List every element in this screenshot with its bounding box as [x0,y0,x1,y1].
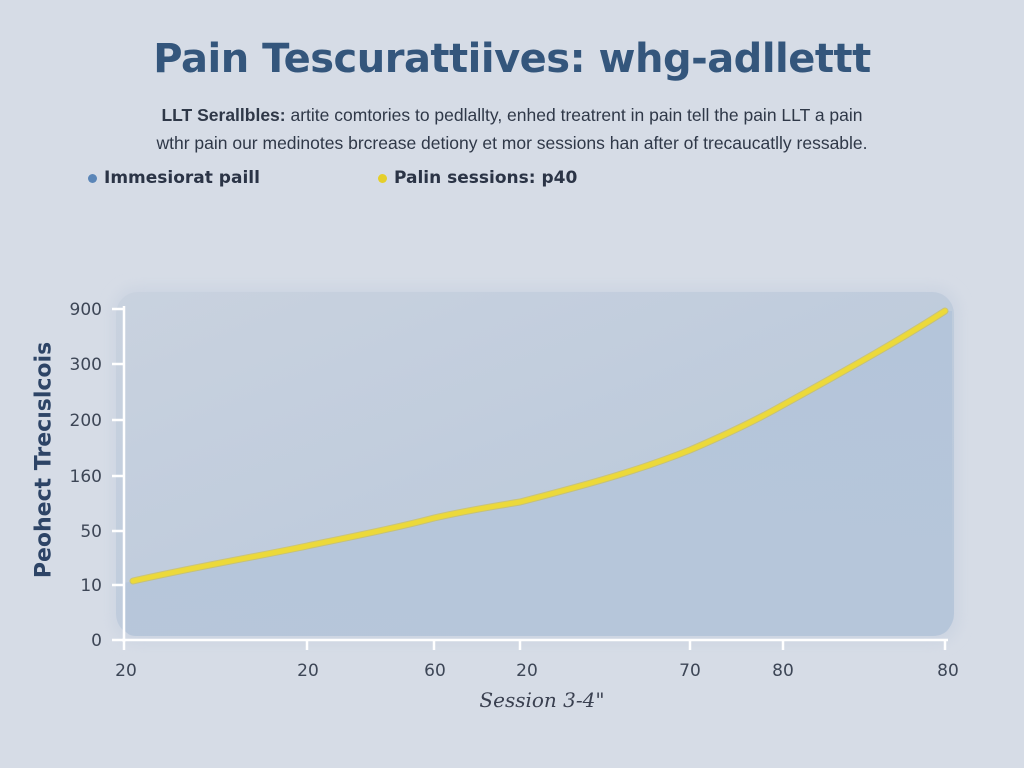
chart-subtitle: LLT Serallbles: artite comtories to pedl… [60,101,964,157]
y-tick-label: 50 [80,522,102,542]
series-line-pain-sessions [130,308,948,584]
x-axis-label: Session 3-4" [479,688,605,712]
subtitle-text-1: artite comtories to pedlallty, enhed tre… [285,105,863,125]
y-tick-label: 900 [70,300,102,320]
x-tick-label: 70 [679,661,701,681]
y-tick-label: 10 [80,576,102,596]
legend-item-pain-sessions: Palin sessions: p40 [378,168,577,188]
x-axis-tick-labels: 20 20 60 20 70 80 80 [115,661,959,681]
subtitle-line-2: wthr pain our medinotes brcrease detiony… [156,133,868,153]
x-tick-label: 20 [297,661,319,681]
dot-icon [378,173,387,183]
subtitle-lead: LLT Serallbles: [161,105,286,125]
y-tick-label: 300 [70,355,102,375]
y-tick-label: 0 [91,631,102,651]
x-tick-label: 20 [115,661,137,681]
dot-icon [88,173,97,183]
x-tick-label: 60 [424,661,446,681]
area-fill [124,311,952,636]
x-tick-label: 80 [772,661,794,681]
x-tick-label: 20 [516,661,538,681]
y-tick-label: 200 [70,411,102,431]
chart-title: Pain Tescurattiives: whg-adllettt [153,36,871,82]
y-tick-label: 160 [70,467,102,487]
y-axis-tick-labels: 900 300 200 160 50 10 0 [70,300,102,651]
x-axis-ticks [122,640,947,650]
y-axis-label: Peohect Trecıslcois [31,341,57,579]
legend-label: Immesiorat paill [104,168,260,188]
x-tick-label: 80 [937,661,959,681]
y-axis-ticks [112,307,124,642]
legend: Immesiorat paill Palin sessions: p40 [88,168,688,192]
legend-label: Palin sessions: p40 [394,168,578,188]
legend-item-immediate-pain: Immesiorat paill [88,168,260,188]
subtitle-line-1: LLT Serallbles: artite comtories to pedl… [60,101,964,129]
